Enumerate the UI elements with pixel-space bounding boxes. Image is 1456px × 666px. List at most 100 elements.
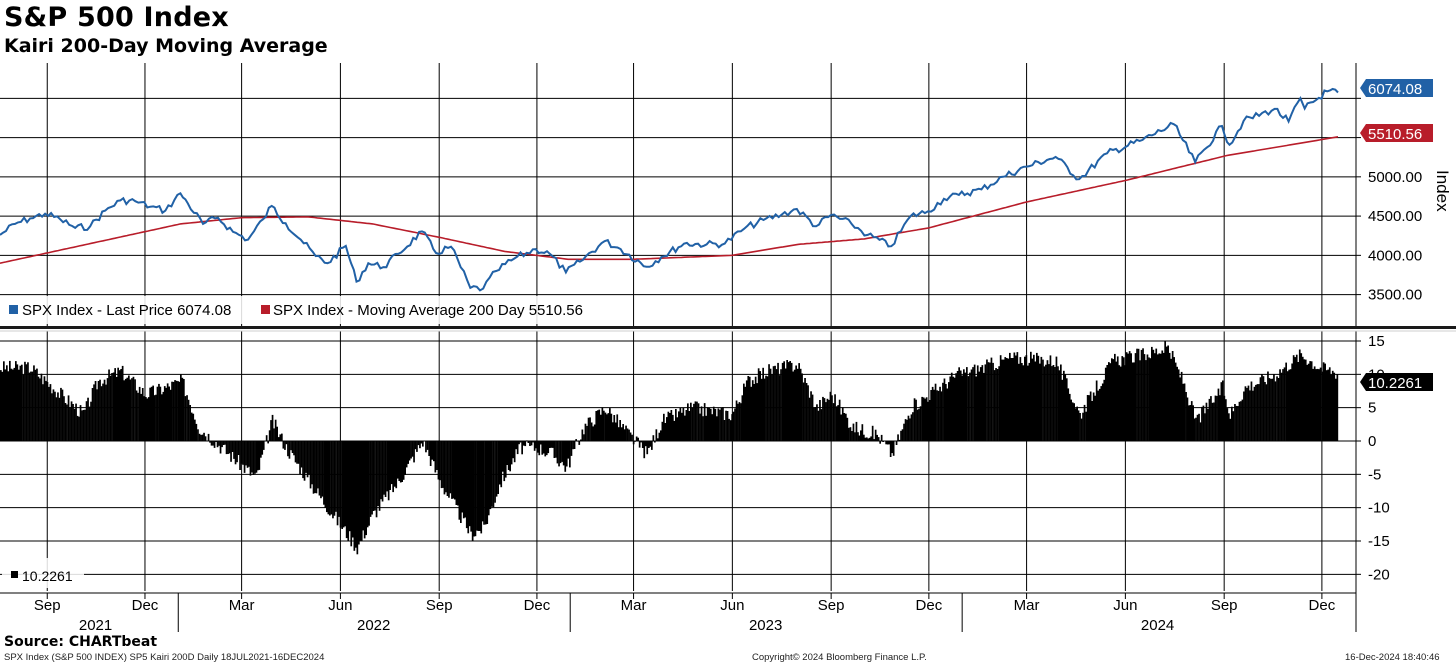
kairi-bar	[867, 438, 870, 441]
kairi-bar	[350, 441, 353, 547]
kairi-bar	[129, 379, 132, 441]
kairi-bar	[846, 417, 849, 441]
kairi-bar	[1109, 363, 1112, 441]
kairi-bar	[302, 441, 304, 479]
kairi-bar	[365, 441, 367, 536]
kairi-bar	[641, 441, 644, 448]
kairi-bar	[351, 441, 354, 538]
kairi-bar	[706, 407, 709, 441]
kairi-bar	[600, 414, 602, 441]
kairi-bar	[414, 441, 417, 450]
kairi-bar	[168, 386, 170, 441]
kairi-bar	[744, 386, 747, 441]
kairi-bar	[1199, 422, 1202, 441]
kairi-bar	[675, 409, 677, 441]
kairi-bar	[1307, 363, 1310, 441]
kairi-bar	[778, 375, 781, 441]
kairi-bar	[907, 415, 910, 441]
kairi-bar	[368, 441, 370, 526]
kairi-bar	[359, 441, 362, 541]
kairi-bar	[712, 406, 715, 441]
kairi-bar	[131, 378, 133, 441]
kairi-bar	[374, 441, 376, 511]
kairi-bar	[420, 441, 423, 444]
kairi-bar	[617, 427, 620, 441]
kairi-bar	[1315, 369, 1317, 441]
kairi-bar	[1211, 402, 1214, 441]
kairi-bar	[455, 441, 458, 505]
kairi-bar	[45, 380, 47, 441]
kairi-bar	[1174, 362, 1177, 441]
kairi-bar	[538, 441, 541, 456]
kairi-bar	[590, 422, 593, 441]
kairi-bar	[1262, 376, 1265, 441]
kairi-bar	[575, 439, 577, 441]
kairi-bar	[503, 441, 506, 482]
price-tag-text: 6074.08	[1368, 81, 1422, 98]
kairi-bar	[281, 433, 283, 441]
kairi-bar	[771, 374, 773, 441]
kairi-bar	[161, 394, 163, 441]
kairi-bar	[819, 400, 821, 441]
kairi-bar	[865, 437, 868, 441]
kairi-bar	[233, 441, 235, 459]
kairi-bar	[1142, 348, 1144, 441]
kairi-bar	[841, 407, 844, 441]
kairi-bar	[759, 371, 761, 441]
kairi-bar	[320, 441, 322, 499]
kairi-bar	[728, 418, 730, 441]
kairi-bar	[516, 441, 519, 455]
kairi-bar	[492, 441, 495, 508]
kairi-bar	[261, 441, 264, 455]
kairi-bar	[1250, 381, 1253, 441]
kairi-bar	[735, 400, 738, 441]
kairi-bar	[700, 406, 703, 441]
kairi-bar	[504, 441, 507, 478]
kairi-bar	[66, 404, 68, 441]
kairi-bar	[197, 429, 199, 441]
kairi-bar	[655, 429, 658, 441]
kairi-bar	[395, 441, 398, 489]
kairi-bar	[470, 441, 472, 532]
kairi-bar	[227, 441, 229, 454]
kairi-bar	[900, 430, 902, 441]
kairi-bar	[927, 401, 929, 441]
kairi-bar	[1103, 379, 1106, 441]
kairi-tag-text: 10.2261	[1368, 375, 1422, 392]
kairi-bar	[774, 365, 776, 441]
kairi-bar	[510, 441, 513, 465]
kairi-bar	[156, 386, 159, 441]
kairi-bar	[1267, 371, 1269, 441]
kairi-bar	[13, 367, 16, 441]
kairi-bar	[1205, 402, 1208, 441]
kairi-bar	[260, 441, 262, 458]
kairi-bar	[446, 441, 449, 496]
kairi-bar	[273, 428, 275, 441]
kairi-bar	[545, 441, 548, 456]
kairi-bar	[646, 441, 649, 455]
kairi-bar	[1065, 378, 1068, 441]
kairi-bar	[387, 441, 390, 501]
kairi-bar	[149, 387, 151, 441]
kairi-bar	[1196, 414, 1199, 441]
kairi-bar	[664, 423, 667, 441]
kairi-bar	[287, 441, 289, 457]
kairi-bar	[532, 441, 534, 443]
kairi-bar	[500, 441, 503, 488]
kairi-bar	[860, 430, 862, 441]
kairi-bar	[952, 376, 955, 441]
kairi-bar	[984, 364, 987, 441]
kairi-bar	[282, 441, 285, 449]
kairi-bar	[115, 376, 118, 441]
kairi-bar	[1080, 418, 1083, 441]
kairi-bar	[162, 391, 165, 441]
kairi-bar	[644, 441, 647, 447]
kairi-bar	[519, 441, 522, 443]
kairi-bar	[1244, 386, 1247, 441]
kairi-bar	[52, 389, 55, 441]
x-tick-label: Dec	[1309, 597, 1336, 614]
kairi-bar	[169, 389, 172, 441]
kairi-bar	[1333, 372, 1336, 441]
kairi-bar	[1049, 355, 1052, 441]
kairi-bar	[82, 409, 85, 441]
